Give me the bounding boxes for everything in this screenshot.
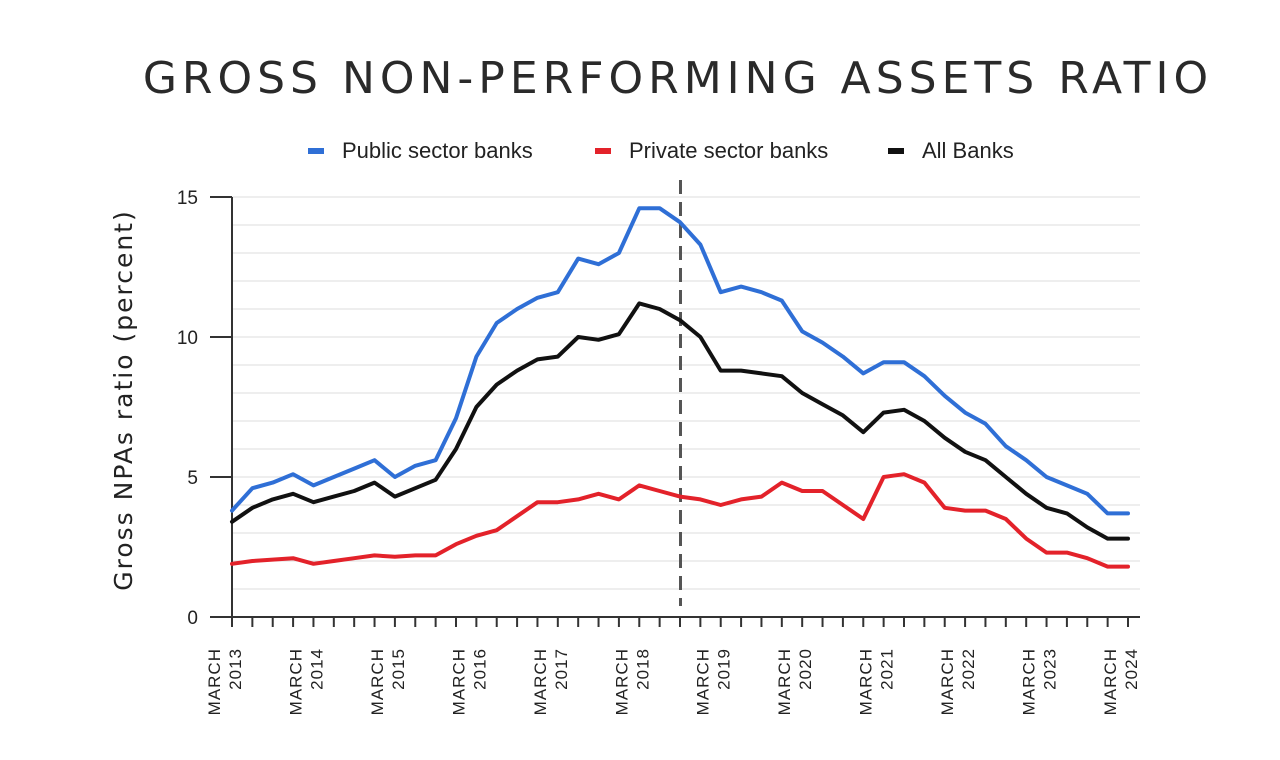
y-axis-label: Gross NPAs ratio (percent) xyxy=(109,209,138,591)
x-tick-label: MARCH 2024 xyxy=(1101,648,1141,715)
x-tick-month: MARCH xyxy=(1101,648,1120,715)
x-tick-label: MARCH 2019 xyxy=(694,648,734,715)
x-tick-label: MARCH 2018 xyxy=(612,648,652,715)
x-tick-year: 2020 xyxy=(796,648,815,690)
legend-label: All Banks xyxy=(922,138,1014,163)
x-tick-month: MARCH xyxy=(694,648,713,715)
legend-item: Public sector banks xyxy=(308,138,533,163)
x-tick-month: MARCH xyxy=(612,648,631,715)
y-tick-label: 0 xyxy=(187,608,198,629)
x-tick-label: MARCH 2017 xyxy=(531,648,571,715)
x-tick-month: MARCH xyxy=(1020,648,1039,715)
y-tick-labels: 0 5 10 15 xyxy=(177,188,232,629)
series-line-public-sector-banks xyxy=(230,206,1130,516)
legend-swatch xyxy=(595,148,611,154)
x-tick-year: 2013 xyxy=(226,648,245,690)
x-tick-year: 2019 xyxy=(715,648,734,690)
series-line-all-banks xyxy=(230,301,1130,541)
legend-item: All Banks xyxy=(888,138,1014,163)
x-tick-month: MARCH xyxy=(938,648,957,715)
x-tick-label: MARCH 2016 xyxy=(449,648,489,715)
x-tick-month: MARCH xyxy=(775,648,794,715)
x-tick-label: MARCH 2023 xyxy=(1020,648,1060,715)
x-tick-month: MARCH xyxy=(857,648,876,715)
x-tick-label: MARCH 2014 xyxy=(287,648,327,715)
chart-legend: Public sector banks Private sector banks A… xyxy=(308,138,1014,163)
legend-swatch xyxy=(308,148,324,154)
legend-label: Public sector banks xyxy=(342,138,533,163)
x-tick-year: 2022 xyxy=(959,648,978,690)
legend-item: Private sector banks xyxy=(595,138,828,163)
y-tick-label: 15 xyxy=(177,188,198,209)
x-tick-label: MARCH 2020 xyxy=(775,648,815,715)
x-tick-year: 2017 xyxy=(552,648,571,690)
x-tick-label: MARCH 2015 xyxy=(368,648,408,715)
y-tick-label: 10 xyxy=(177,328,198,349)
chart-title: GROSS NON-PERFORMING ASSETS RATIO xyxy=(143,53,1213,104)
x-tick-month: MARCH xyxy=(531,648,550,715)
x-tick-label: MARCH 2022 xyxy=(938,648,978,715)
axes xyxy=(231,197,1140,627)
x-tick-year: 2014 xyxy=(308,648,327,690)
x-tick-month: MARCH xyxy=(368,648,387,715)
x-tick-labels: MARCH 2013 MARCH 2014 MARCH 2015 MARCH 2016 MARC… xyxy=(205,648,1141,715)
x-tick-label: MARCH 2021 xyxy=(857,648,897,715)
x-tick-year: 2021 xyxy=(878,648,897,690)
y-tick-label: 5 xyxy=(187,468,198,489)
legend-label: Private sector banks xyxy=(629,138,828,163)
x-tick-year: 2016 xyxy=(470,648,489,690)
series-lines xyxy=(230,206,1130,569)
x-tick-year: 2018 xyxy=(633,648,652,690)
legend-swatch xyxy=(888,148,904,154)
x-tick-year: 2024 xyxy=(1122,648,1141,690)
x-tick-month: MARCH xyxy=(449,648,468,715)
series-line-private-sector-banks xyxy=(230,472,1130,569)
x-tick-month: MARCH xyxy=(205,648,224,715)
grid-lines xyxy=(232,196,1140,590)
x-tick-month: MARCH xyxy=(287,648,306,715)
x-tick-label: MARCH 2013 xyxy=(205,648,245,715)
x-tick-year: 2015 xyxy=(389,648,408,690)
x-tick-year: 2023 xyxy=(1041,648,1060,690)
